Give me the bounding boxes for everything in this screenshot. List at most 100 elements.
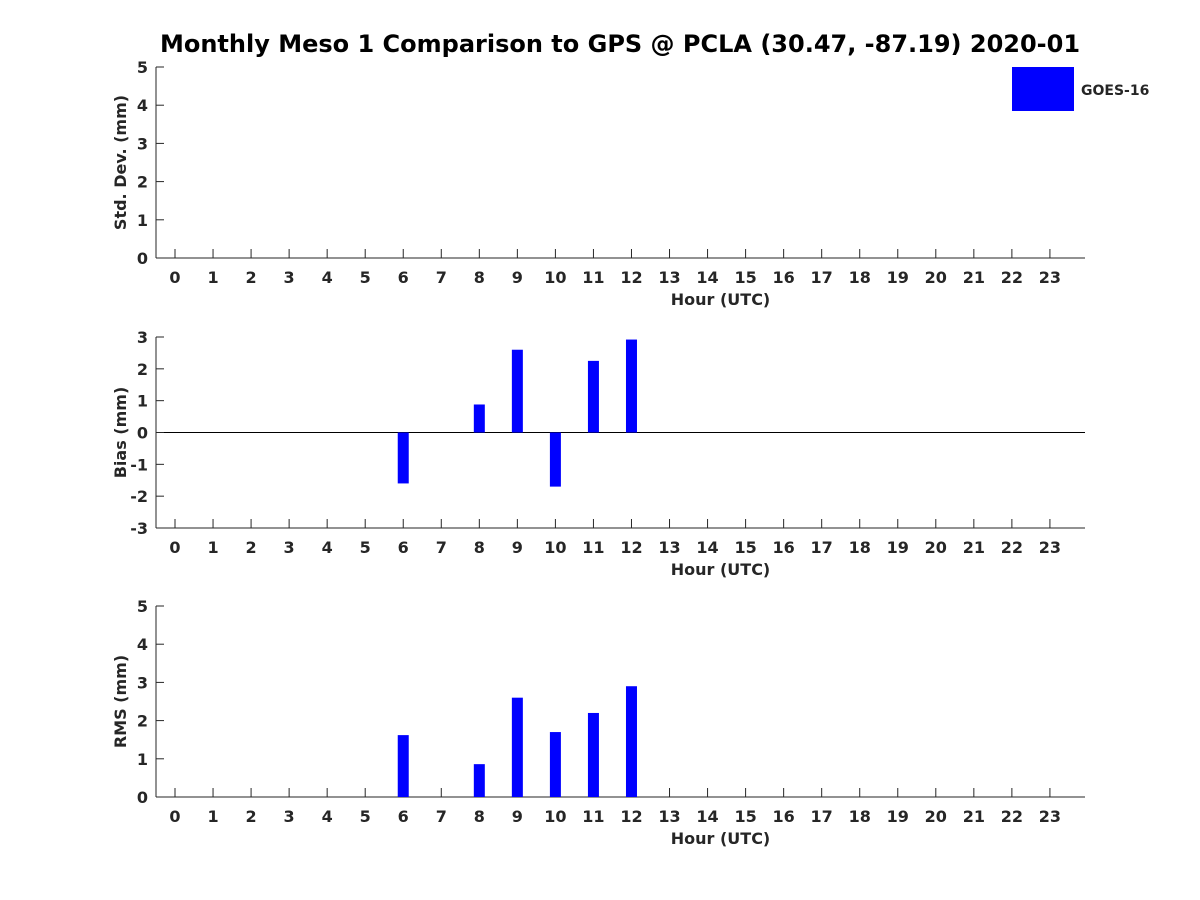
- x-tick-label: 22: [1001, 268, 1023, 287]
- x-tick-label: 23: [1039, 807, 1061, 826]
- x-tick-label: 19: [887, 268, 909, 287]
- y-tick-label: 0: [137, 788, 148, 807]
- bar-bias-hour-9: [511, 349, 523, 433]
- x-axis-label: Hour (UTC): [671, 560, 771, 579]
- y-tick-label: -2: [130, 487, 148, 506]
- y-tick-label: 3: [137, 134, 148, 153]
- x-tick-label: 14: [696, 538, 718, 557]
- x-tick-label: 4: [322, 538, 333, 557]
- x-tick-label: 15: [734, 807, 756, 826]
- x-tick-label: 14: [696, 807, 718, 826]
- x-tick-label: 23: [1039, 268, 1061, 287]
- bar-bias-hour-11: [587, 360, 599, 433]
- x-tick-label: 20: [925, 538, 947, 557]
- x-tick-label: 8: [474, 268, 485, 287]
- bar-rms-hour-10: [549, 732, 561, 797]
- y-tick-label: 0: [137, 249, 148, 268]
- x-tick-label: 5: [360, 807, 371, 826]
- x-tick-label: 6: [398, 268, 409, 287]
- x-tick-label: 21: [963, 268, 985, 287]
- x-tick-label: 12: [620, 807, 642, 826]
- x-tick-label: 22: [1001, 807, 1023, 826]
- x-tick-label: 13: [658, 538, 680, 557]
- x-tick-label: 7: [436, 807, 447, 826]
- y-tick-label: -3: [130, 519, 148, 538]
- bar-bias-hour-6: [397, 432, 409, 484]
- x-tick-label: 8: [474, 807, 485, 826]
- y-axis-label: Std. Dev. (mm): [111, 95, 130, 230]
- x-tick-label: 21: [963, 807, 985, 826]
- x-tick-label: 16: [773, 268, 795, 287]
- y-tick-label: 2: [137, 173, 148, 192]
- y-tick-label: 3: [137, 673, 148, 692]
- x-tick-label: 3: [284, 268, 295, 287]
- x-tick-label: 10: [544, 268, 566, 287]
- x-tick-label: 18: [849, 268, 871, 287]
- legend-label: GOES-16: [1081, 83, 1149, 99]
- y-tick-label: 5: [137, 597, 148, 616]
- x-axis-label: Hour (UTC): [671, 829, 771, 848]
- x-tick-label: 0: [169, 268, 180, 287]
- bar-bias-hour-12: [625, 339, 637, 433]
- x-tick-label: 21: [963, 538, 985, 557]
- x-tick-label: 18: [849, 807, 871, 826]
- x-tick-label: 1: [207, 268, 218, 287]
- x-tick-label: 8: [474, 538, 485, 557]
- y-tick-label: 2: [137, 360, 148, 379]
- x-tick-label: 17: [811, 268, 833, 287]
- y-tick-label: 4: [137, 96, 148, 115]
- y-tick-label: 5: [137, 58, 148, 77]
- x-tick-label: 10: [544, 807, 566, 826]
- x-tick-label: 0: [169, 538, 180, 557]
- x-tick-label: 22: [1001, 538, 1023, 557]
- legend-swatch: [1012, 67, 1074, 111]
- bar-bias-hour-10: [549, 432, 561, 487]
- x-tick-label: 23: [1039, 538, 1061, 557]
- x-tick-label: 19: [887, 538, 909, 557]
- bar-rms-hour-6: [397, 735, 409, 797]
- x-tick-label: 14: [696, 268, 718, 287]
- y-tick-label: 1: [137, 750, 148, 769]
- chart-title: Monthly Meso 1 Comparison to GPS @ PCLA …: [159, 30, 1081, 58]
- x-tick-label: 1: [207, 807, 218, 826]
- y-tick-label: 4: [137, 635, 148, 654]
- bar-rms-hour-9: [511, 697, 523, 797]
- x-tick-label: 3: [284, 538, 295, 557]
- x-tick-label: 15: [734, 538, 756, 557]
- x-tick-label: 20: [925, 268, 947, 287]
- x-tick-label: 4: [322, 807, 333, 826]
- x-tick-label: 7: [436, 268, 447, 287]
- bar-rms-hour-11: [587, 712, 599, 797]
- x-tick-label: 9: [512, 268, 523, 287]
- bar-rms-hour-12: [625, 686, 637, 797]
- x-axis-label: Hour (UTC): [671, 290, 771, 309]
- x-tick-label: 11: [582, 807, 604, 826]
- y-tick-label: 3: [137, 328, 148, 347]
- bar-bias-hour-8: [473, 404, 485, 433]
- x-tick-label: 5: [360, 538, 371, 557]
- x-tick-label: 12: [620, 538, 642, 557]
- y-tick-label: 0: [137, 424, 148, 443]
- x-tick-label: 2: [246, 807, 257, 826]
- x-tick-label: 17: [811, 538, 833, 557]
- y-tick-label: 2: [137, 712, 148, 731]
- x-tick-label: 3: [284, 807, 295, 826]
- x-tick-label: 9: [512, 538, 523, 557]
- x-tick-label: 10: [544, 538, 566, 557]
- y-tick-label: 1: [137, 211, 148, 230]
- x-tick-label: 5: [360, 268, 371, 287]
- x-tick-label: 1: [207, 538, 218, 557]
- y-axis-label: Bias (mm): [111, 387, 130, 479]
- x-tick-label: 20: [925, 807, 947, 826]
- x-tick-label: 2: [246, 268, 257, 287]
- x-tick-label: 13: [658, 268, 680, 287]
- x-tick-label: 0: [169, 807, 180, 826]
- x-tick-label: 15: [734, 268, 756, 287]
- x-tick-label: 4: [322, 268, 333, 287]
- y-axis-label: RMS (mm): [111, 655, 130, 748]
- x-tick-label: 12: [620, 268, 642, 287]
